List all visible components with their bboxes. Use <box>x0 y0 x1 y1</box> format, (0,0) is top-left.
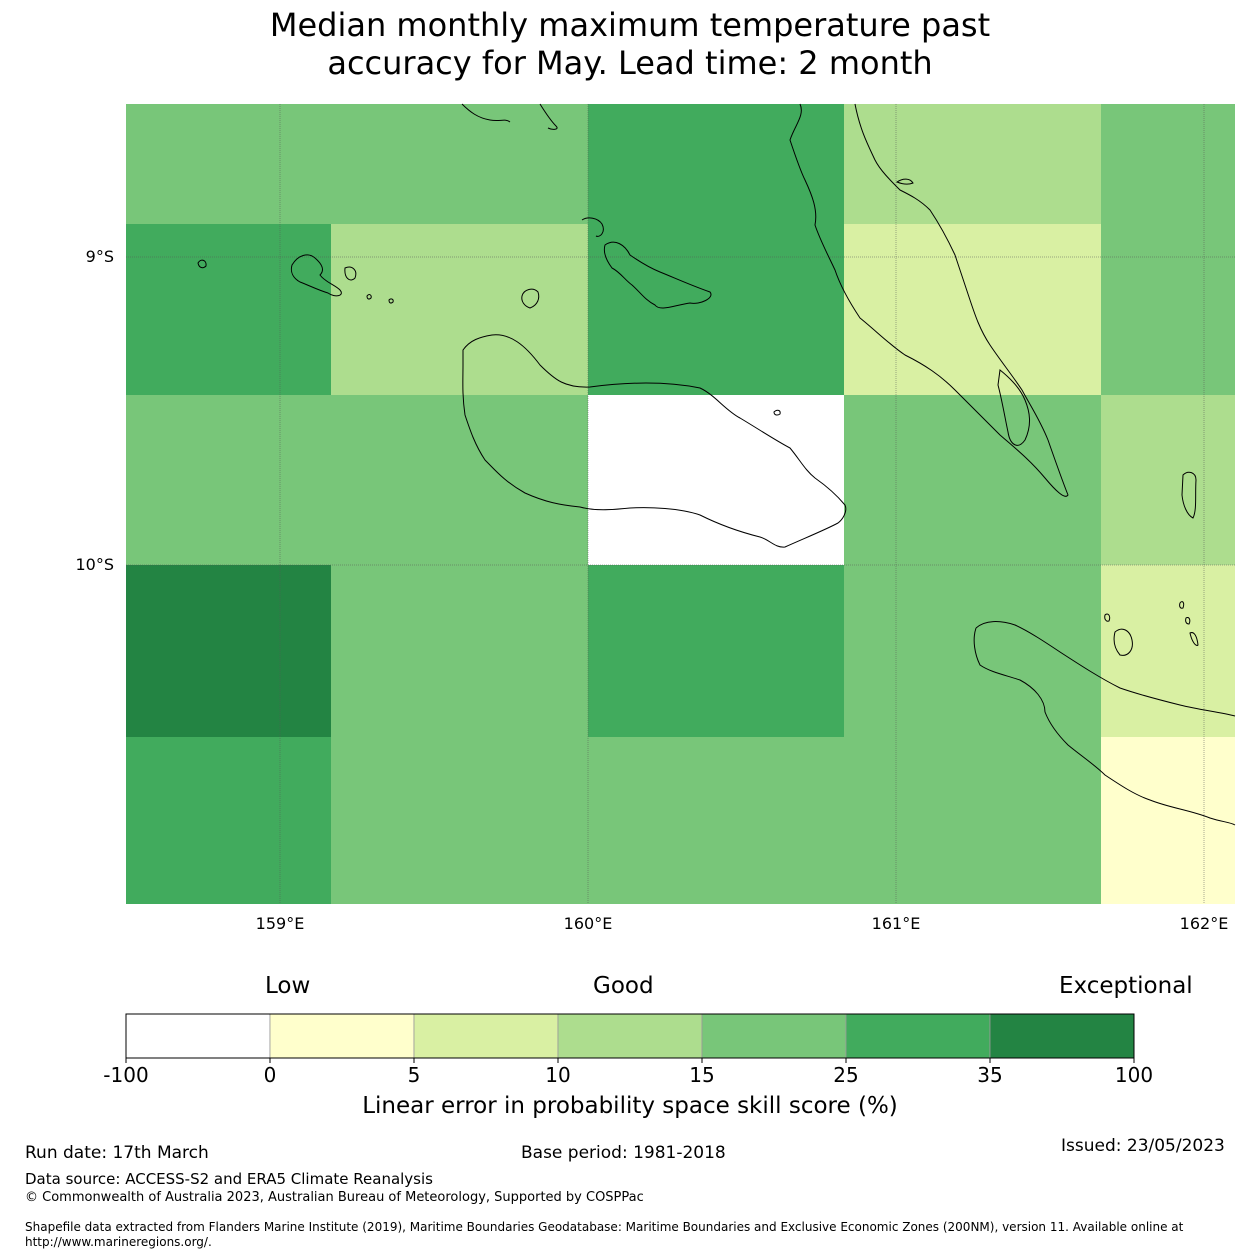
grid-cell-r0-c0 <box>126 104 331 224</box>
grid-cell-r1-c3 <box>844 224 1101 395</box>
coastline-islet-e <box>366 294 394 304</box>
grid-cell-r3-c3 <box>844 565 1101 737</box>
colorbar-segment-1 <box>269 1013 415 1059</box>
lon-label-160e: 160°E <box>564 914 613 933</box>
coastline-nggela <box>581 217 712 309</box>
run-date: Run date: 17th March <box>25 1143 209 1163</box>
colorbar-label-low: Low <box>265 973 311 999</box>
colorbar-segment-3 <box>557 1013 703 1059</box>
coastline-makira <box>973 621 1236 826</box>
colorbar-title: Linear error in probability space skill … <box>362 1093 898 1119</box>
issued-date: Issued: 23/05/2023 <box>1061 1136 1225 1156</box>
grid-cell-r0-c1 <box>331 104 588 224</box>
coastline-ugi <box>1104 601 1199 656</box>
colorbar-tick-label-2: 5 <box>408 1063 421 1087</box>
lon-label-159e: 159°E <box>256 914 305 933</box>
skill-map: 9°S 10°S 159°E 160°E 161°E 162°E <box>75 103 1236 933</box>
grid-cell-r4-c3 <box>844 737 1101 904</box>
grid-cell-r3-c4 <box>1101 565 1235 737</box>
lat-label-9s: 9°S <box>86 247 114 266</box>
grid-cell-r3-c0 <box>126 565 331 737</box>
coastline-malaita <box>789 103 1069 497</box>
colorbar-tick-label-1: 0 <box>264 1063 277 1087</box>
coastline-islet-w <box>197 259 207 269</box>
coastline-guadalcanal <box>462 334 847 548</box>
grid-cell-r2-c4 <box>1101 395 1235 565</box>
colorbar-segment-4 <box>701 1013 847 1059</box>
grid-cell-r2-c2 <box>588 395 844 565</box>
colorbar-tick-label-5: 25 <box>833 1063 858 1087</box>
colorbar-tick-label-6: 35 <box>977 1063 1002 1087</box>
colorbar-segment-2 <box>413 1013 559 1059</box>
colorbar-label-exceptional: Exceptional <box>1059 973 1193 999</box>
colorbar-segments <box>125 1013 1135 1059</box>
shapefile-credit: Shapefile data extracted from Flanders M… <box>25 1220 1184 1249</box>
grid-cell-r3-c1 <box>331 565 588 737</box>
colorbar-ticks: -100 0 5 10 15 25 35 100 <box>103 1058 1153 1087</box>
coastline-islet-nw-malaita <box>773 178 914 416</box>
copyright: © Commonwealth of Australia 2023, Austra… <box>25 1190 644 1205</box>
base-period: Base period: 1981-2018 <box>521 1143 726 1163</box>
grid-cell-r4-c1 <box>331 737 588 904</box>
colorbar-label-good: Good <box>593 973 654 999</box>
colorbar-tick-label-7: 100 <box>1115 1063 1153 1087</box>
coastline-ulawa <box>1181 471 1197 519</box>
title-line-2: accuracy for May. Lead time: 2 month <box>327 44 933 82</box>
colorbar-segment-6 <box>989 1013 1135 1059</box>
coastline-savo <box>521 288 540 309</box>
grid-cell-r1-c1 <box>331 224 588 395</box>
coastline-maramasike <box>997 369 1030 446</box>
data-source: Data source: ACCESS-S2 and ERA5 Climate … <box>25 1170 433 1188</box>
grid-cell-r1-c2 <box>588 224 844 395</box>
coastline-santa-isabel <box>461 103 558 130</box>
colorbar-frame <box>125 1013 1135 1059</box>
grid-cell-r1-c0 <box>126 224 331 395</box>
lon-label-161e: 161°E <box>872 914 921 933</box>
grid-cell-r0-c4 <box>1101 104 1235 224</box>
lon-label-162e: 162°E <box>1180 914 1229 933</box>
colorbar-tick-label-0: -100 <box>103 1063 148 1087</box>
title-line-1: Median monthly maximum temperature past <box>269 6 991 44</box>
coastlines <box>197 103 1236 826</box>
chart-title: Median monthly maximum temperature past … <box>0 6 1260 82</box>
colorbar-tick-label-4: 15 <box>689 1063 714 1087</box>
grid-cell-r0-c3 <box>844 104 1101 224</box>
colorbar-segment-5 <box>845 1013 991 1059</box>
graticule <box>126 104 1235 904</box>
grid-cell-r2-c3 <box>844 395 1101 565</box>
grid-cell-r4-c2 <box>588 737 844 904</box>
lat-label-10s: 10°S <box>75 555 114 574</box>
lon-axis: 159°E 160°E 161°E 162°E <box>256 914 1229 933</box>
grid-cell-r2-c1 <box>331 395 588 565</box>
lat-axis: 9°S 10°S <box>75 247 114 574</box>
colorbar-segment-0 <box>125 1013 271 1059</box>
grid-cell-r0-c2 <box>588 104 844 224</box>
colorbar-tick-label-3: 10 <box>545 1063 570 1087</box>
skill-grid <box>126 104 1235 904</box>
coastline-russell <box>290 254 357 297</box>
grid-cell-r3-c2 <box>588 565 844 737</box>
grid-cell-r4-c4 <box>1101 737 1235 904</box>
grid-cell-r4-c0 <box>126 737 331 904</box>
grid-cell-r2-c0 <box>126 395 331 565</box>
grid-cell-r1-c4 <box>1101 224 1235 395</box>
